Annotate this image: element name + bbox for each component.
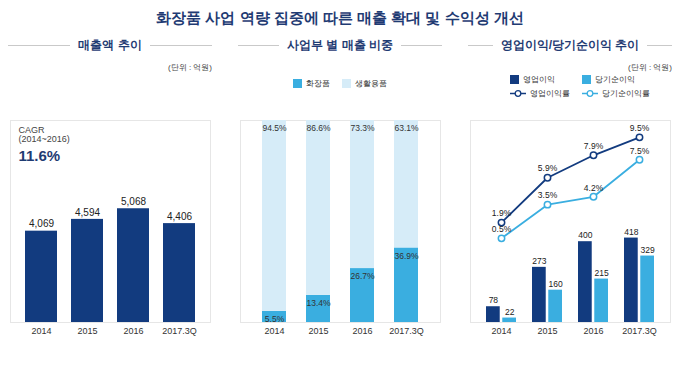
html-text:화장품: 화장품	[306, 79, 330, 88]
svg-text:2015: 2015	[537, 326, 557, 336]
html-text:매출액 추이: 매출액 추이	[78, 37, 142, 52]
svg-text:73.3%: 73.3%	[350, 123, 375, 133]
svg-text:7.5%: 7.5%	[630, 145, 650, 155]
svg-text:0.5%: 0.5%	[492, 224, 512, 234]
svg-text:418: 418	[624, 227, 638, 237]
svg-text:5,068: 5,068	[121, 196, 146, 207]
svg-text:4,069: 4,069	[29, 218, 54, 229]
svg-text:78: 78	[489, 295, 499, 305]
svg-text:400: 400	[578, 230, 592, 240]
html-text:(단위 : 억원): (단위 : 억원)	[628, 63, 672, 72]
svg-text:2015: 2015	[308, 326, 328, 336]
html-text:화장품 사업 역량 집중에 따른 매출 확대 및 수익성 개: 화장품 사업 역량 집중에 따른 매출 확대 및 수익성 개선	[156, 9, 524, 26]
svg-text:22: 22	[505, 307, 515, 317]
svg-text:1.9%: 1.9%	[492, 208, 512, 218]
html-text:생활용품: 생활용품	[355, 79, 387, 88]
svg-text:4.2%: 4.2%	[584, 183, 604, 193]
html-text:사업부 별 매출 비중: 사업부 별 매출 비중	[287, 37, 393, 52]
svg-text:160: 160	[549, 279, 563, 289]
svg-text:4,594: 4,594	[75, 207, 100, 218]
svg-text:13.4%: 13.4%	[306, 298, 331, 308]
svg-text:86.6%: 86.6%	[306, 123, 331, 133]
svg-text:5.9%: 5.9%	[538, 163, 558, 173]
html-text:영업이익/당기순이익 추이: 영업이익/당기순이익 추이	[500, 37, 640, 52]
svg-text:2017.3Q: 2017.3Q	[622, 326, 657, 336]
svg-text:4,406: 4,406	[167, 211, 192, 222]
svg-text:26.7%: 26.7%	[350, 271, 375, 281]
html-text:영업이익률: 영업이익률	[530, 89, 570, 98]
svg-text:3.5%: 3.5%	[538, 190, 558, 200]
svg-text:2014: 2014	[31, 326, 51, 336]
svg-text:2014: 2014	[491, 326, 511, 336]
svg-text:36.9%: 36.9%	[394, 251, 419, 261]
svg-text:329: 329	[641, 245, 655, 255]
svg-text:CAGR(2014~2016): CAGR(2014~2016)	[19, 125, 70, 144]
svg-text:11.6%: 11.6%	[19, 147, 61, 164]
svg-text:94.5%: 94.5%	[262, 123, 287, 133]
svg-text:2016: 2016	[583, 326, 603, 336]
svg-text:5.5%: 5.5%	[265, 314, 285, 324]
svg-text:215: 215	[595, 268, 609, 278]
svg-text:2015: 2015	[77, 326, 97, 336]
html-text:영업이익: 영업이익	[523, 75, 555, 84]
svg-text:9.5%: 9.5%	[630, 123, 650, 133]
html-text:당기순이익: 당기순이익	[595, 75, 635, 84]
svg-text:7.9%: 7.9%	[584, 141, 604, 151]
svg-text:63.1%: 63.1%	[394, 123, 419, 133]
html-text:(단위 : 억원): (단위 : 억원)	[168, 63, 212, 72]
svg-text:273: 273	[532, 256, 546, 266]
svg-text:2014: 2014	[264, 326, 284, 336]
html-text:당기순이익률: 당기순이익률	[602, 89, 650, 98]
svg-text:2017.3Q: 2017.3Q	[162, 326, 197, 336]
svg-text:2016: 2016	[352, 326, 372, 336]
svg-text:2016: 2016	[123, 326, 143, 336]
svg-text:2017.3Q: 2017.3Q	[389, 326, 424, 336]
